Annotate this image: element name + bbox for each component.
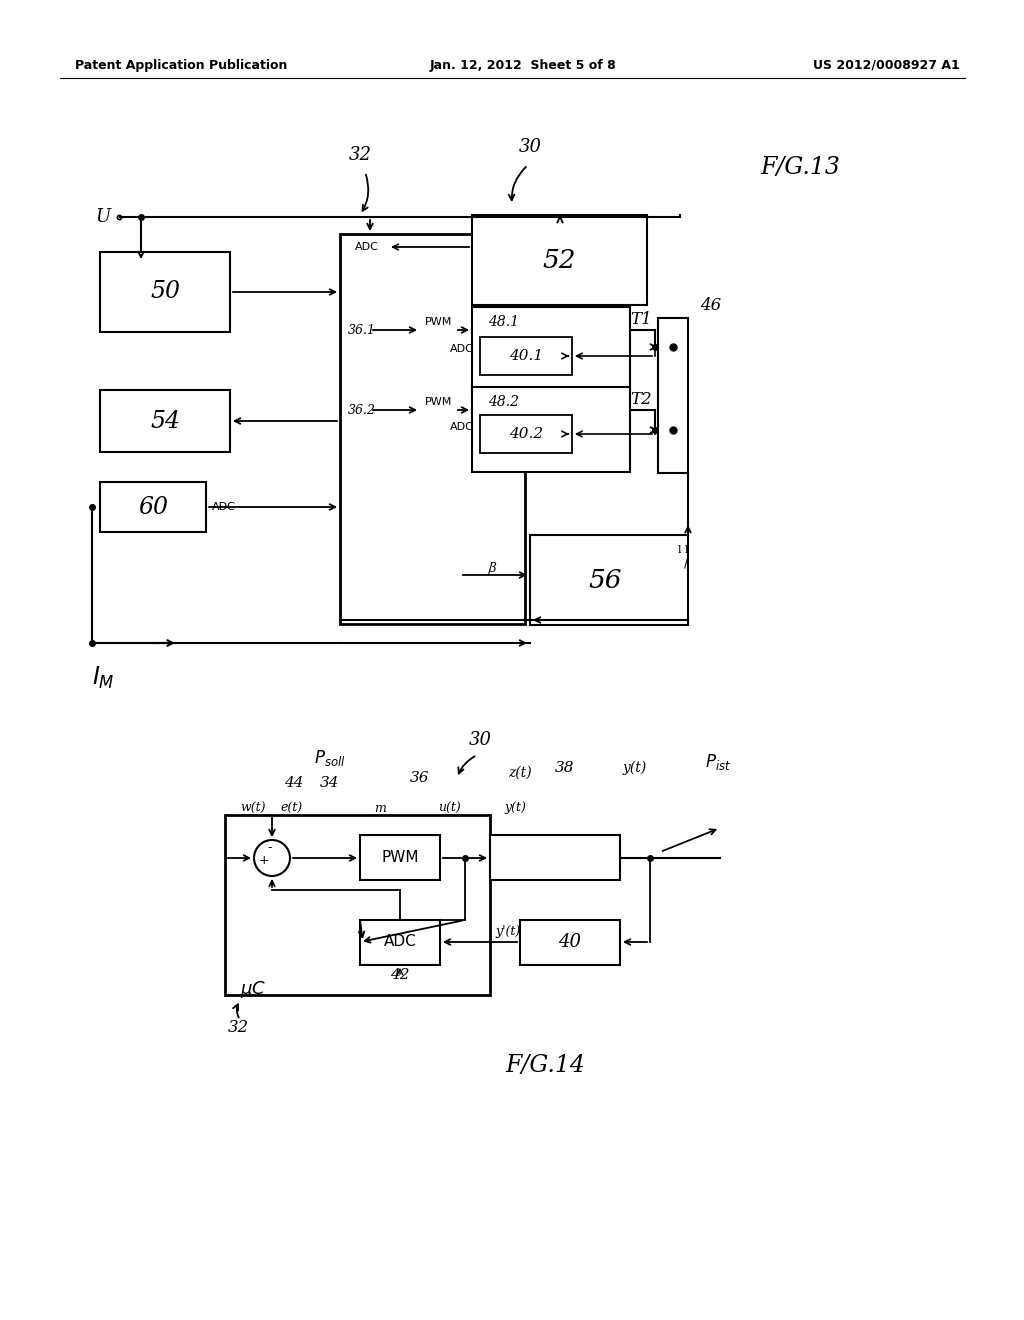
Bar bbox=[340, 234, 525, 624]
Text: 54: 54 bbox=[150, 409, 180, 433]
Bar bbox=[360, 920, 440, 965]
Text: /: / bbox=[487, 562, 493, 576]
Text: U: U bbox=[95, 209, 111, 226]
Text: 46: 46 bbox=[700, 297, 721, 314]
Text: ADC: ADC bbox=[451, 422, 474, 432]
Bar bbox=[490, 836, 620, 880]
Text: /: / bbox=[684, 554, 688, 569]
Text: 40.2: 40.2 bbox=[509, 426, 543, 441]
Bar bbox=[225, 814, 490, 995]
Text: l l: l l bbox=[678, 545, 688, 554]
Bar bbox=[472, 215, 647, 305]
Text: 48.2: 48.2 bbox=[488, 395, 519, 409]
Text: 42: 42 bbox=[390, 968, 410, 982]
Bar bbox=[520, 920, 620, 965]
Text: Jan. 12, 2012  Sheet 5 of 8: Jan. 12, 2012 Sheet 5 of 8 bbox=[430, 58, 616, 71]
Bar bbox=[480, 414, 572, 453]
Bar bbox=[100, 482, 206, 532]
Text: 40.1: 40.1 bbox=[509, 348, 543, 363]
Text: PWM: PWM bbox=[425, 317, 453, 327]
Text: m: m bbox=[374, 801, 386, 814]
Bar bbox=[472, 308, 630, 392]
Text: y(t): y(t) bbox=[504, 801, 526, 814]
Text: F/G.14: F/G.14 bbox=[505, 1053, 585, 1077]
Bar bbox=[480, 337, 572, 375]
Text: 56: 56 bbox=[588, 568, 622, 593]
Text: w(t): w(t) bbox=[241, 801, 266, 814]
Text: y(t): y(t) bbox=[623, 760, 647, 775]
Bar bbox=[658, 318, 688, 473]
Text: Patent Application Publication: Patent Application Publication bbox=[75, 58, 288, 71]
Text: 32: 32 bbox=[348, 147, 372, 164]
Text: ADC: ADC bbox=[384, 935, 417, 949]
Text: ADC: ADC bbox=[212, 502, 236, 512]
Text: 36.2: 36.2 bbox=[348, 404, 376, 417]
Text: $\mu C$: $\mu C$ bbox=[240, 979, 266, 1001]
Text: $P_{ist}$: $P_{ist}$ bbox=[705, 752, 731, 772]
Text: 44: 44 bbox=[285, 776, 304, 789]
Text: u(t): u(t) bbox=[438, 801, 462, 814]
Text: 34: 34 bbox=[321, 776, 340, 789]
Text: $P_{soll}$: $P_{soll}$ bbox=[314, 748, 346, 768]
Text: $I_M$: $I_M$ bbox=[92, 665, 115, 692]
Text: 36: 36 bbox=[411, 771, 430, 785]
Text: US 2012/0008927 A1: US 2012/0008927 A1 bbox=[813, 58, 961, 71]
Text: ADC: ADC bbox=[451, 345, 474, 354]
Bar bbox=[360, 836, 440, 880]
Text: -: - bbox=[267, 842, 272, 854]
Text: T1: T1 bbox=[630, 312, 651, 329]
Text: F/G.13: F/G.13 bbox=[760, 156, 840, 178]
Text: ADC: ADC bbox=[355, 242, 379, 252]
Bar bbox=[100, 389, 230, 451]
Text: 52: 52 bbox=[543, 248, 575, 272]
Text: 32: 32 bbox=[228, 1019, 249, 1036]
Text: 48.1: 48.1 bbox=[488, 315, 519, 329]
Text: 60: 60 bbox=[138, 495, 168, 519]
Bar bbox=[530, 535, 688, 624]
Text: PWM: PWM bbox=[425, 397, 453, 407]
Bar bbox=[472, 387, 630, 473]
Text: PWM: PWM bbox=[381, 850, 419, 865]
Text: y'(t): y'(t) bbox=[496, 925, 520, 939]
Text: 38: 38 bbox=[555, 762, 574, 775]
Text: 30: 30 bbox=[518, 139, 542, 156]
Text: 40: 40 bbox=[558, 933, 582, 950]
Text: +: + bbox=[259, 854, 269, 866]
Text: z(t): z(t) bbox=[508, 766, 531, 780]
Text: 3: 3 bbox=[489, 561, 497, 574]
Bar bbox=[100, 252, 230, 333]
Text: 50: 50 bbox=[150, 281, 180, 304]
Text: e(t): e(t) bbox=[281, 801, 303, 814]
Text: 30: 30 bbox=[469, 731, 492, 748]
Text: T2: T2 bbox=[630, 392, 651, 408]
Text: 36.1: 36.1 bbox=[348, 323, 376, 337]
